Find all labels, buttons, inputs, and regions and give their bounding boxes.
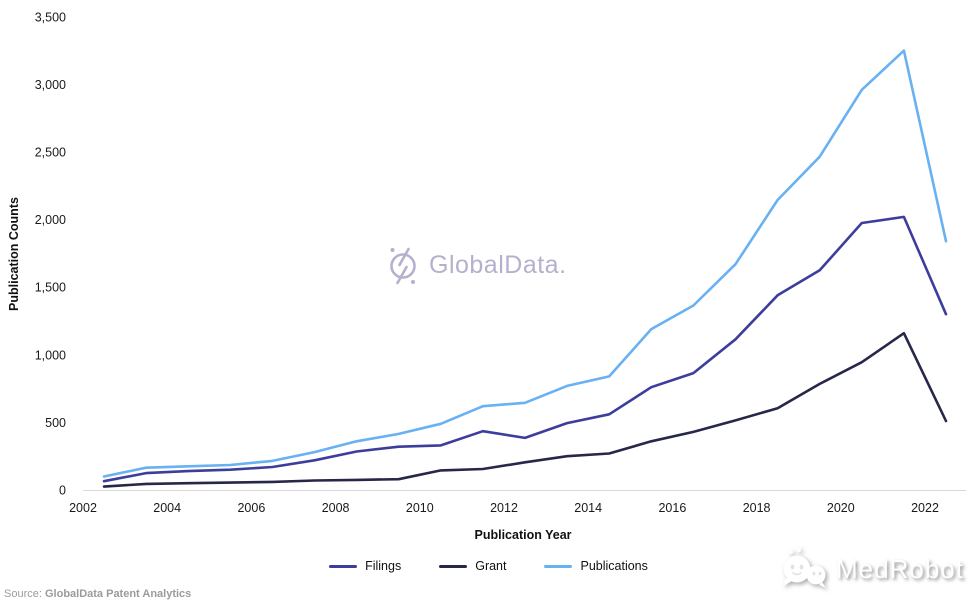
y-tick-label: 1,500 bbox=[35, 281, 66, 295]
x-tick-label: 2020 bbox=[827, 501, 855, 515]
series-line-filings bbox=[102, 215, 948, 483]
x-tick-label: 2018 bbox=[743, 501, 771, 515]
globaldata-watermark: GlobalData. bbox=[386, 245, 567, 285]
source-text: GlobalData Patent Analytics bbox=[44, 588, 192, 600]
legend-label-filings: Filings bbox=[365, 559, 402, 573]
x-tick-label: 2004 bbox=[153, 501, 181, 515]
medrobot-logo: MedRobot bbox=[778, 545, 964, 593]
legend-item-publications: Publications bbox=[544, 559, 648, 573]
y-axis-title: Publication Counts bbox=[7, 197, 21, 311]
legend-label-publications: Publications bbox=[580, 559, 648, 573]
medrobot-text: MedRobot bbox=[836, 553, 964, 584]
series-line-publications bbox=[102, 49, 948, 478]
y-tick-label: 3,500 bbox=[35, 10, 66, 24]
chart-legend: Filings Grant Publications bbox=[0, 559, 977, 573]
legend-swatch-publications bbox=[544, 564, 573, 568]
x-tick-label: 2002 bbox=[69, 501, 97, 515]
y-tick-label: 2,000 bbox=[35, 213, 66, 227]
globaldata-logo-icon bbox=[390, 247, 416, 285]
y-tick-label: 3,000 bbox=[35, 78, 66, 92]
globaldata-watermark-text: GlobalData. bbox=[429, 250, 567, 279]
y-tick-label: 1,000 bbox=[35, 348, 66, 362]
legend-item-grant: Grant bbox=[439, 559, 506, 573]
x-tick-label: 2006 bbox=[237, 501, 265, 515]
x-axis-title: Publication Year bbox=[474, 528, 572, 542]
y-tick-label: 500 bbox=[45, 416, 66, 430]
legend-swatch-filings bbox=[329, 564, 358, 568]
y-tick-label: 0 bbox=[59, 484, 66, 498]
x-tick-label: 2012 bbox=[490, 501, 518, 515]
source-note: Source: GlobalData Patent Analytics bbox=[4, 588, 191, 600]
x-tick-label: 2022 bbox=[911, 501, 939, 515]
x-tick-label: 2010 bbox=[406, 501, 434, 515]
x-tick-label: 2008 bbox=[322, 501, 350, 515]
source-prefix: Source: bbox=[4, 588, 42, 600]
series-line-grant bbox=[102, 331, 948, 488]
x-tick-label: 2014 bbox=[574, 501, 602, 515]
medrobot-icon bbox=[783, 548, 826, 588]
x-tick-label: 2016 bbox=[658, 501, 686, 515]
y-tick-label: 2,500 bbox=[35, 146, 66, 160]
legend-item-filings: Filings bbox=[329, 559, 401, 573]
legend-label-grant: Grant bbox=[475, 559, 507, 573]
legend-swatch-grant bbox=[439, 564, 468, 568]
